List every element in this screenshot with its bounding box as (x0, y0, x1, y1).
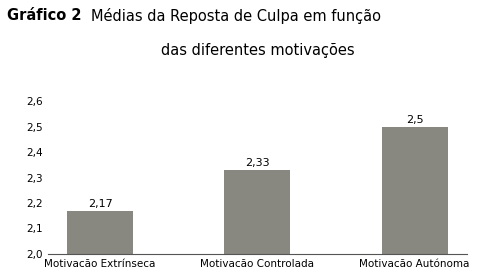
Text: 2,5: 2,5 (405, 115, 422, 125)
Text: 2,33: 2,33 (244, 158, 269, 168)
Text: Gráfico 2: Gráfico 2 (7, 8, 82, 23)
Bar (67, 210, 133, 254)
Text: das diferentes motivações: das diferentes motivações (160, 43, 353, 58)
Bar (381, 127, 446, 254)
Bar (224, 170, 290, 254)
Text: Médias da Reposta de Culpa em função: Médias da Reposta de Culpa em função (91, 8, 381, 24)
Text: 2,17: 2,17 (87, 199, 112, 209)
